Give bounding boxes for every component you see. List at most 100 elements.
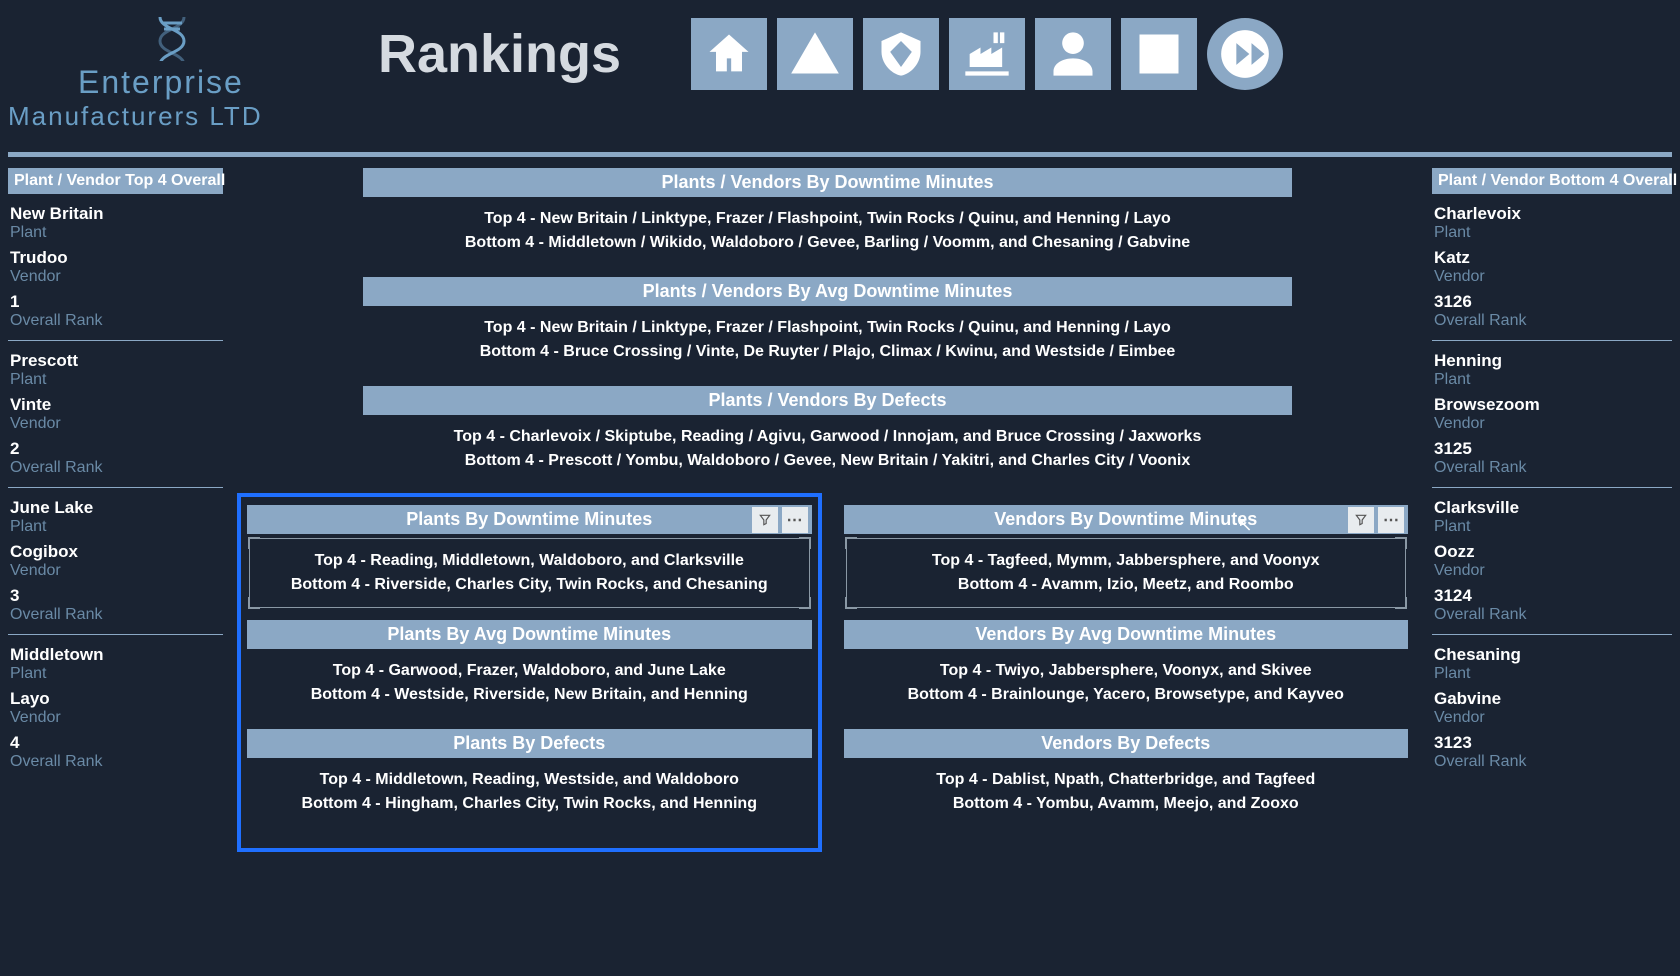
mini-toolbar: ⋯ xyxy=(752,507,808,533)
section-body: Top 4 - New Britain / Linktype, Frazer /… xyxy=(363,197,1292,259)
mini-body: Top 4 - Middletown, Reading, Westside, a… xyxy=(247,758,812,826)
filter-icon[interactable] xyxy=(1348,507,1374,533)
rank-value: 1 xyxy=(10,292,223,312)
plant-name: Middletown xyxy=(10,645,223,665)
brand-line2: Manufacturers LTD xyxy=(8,101,338,132)
plant-label: Plant xyxy=(10,224,223,242)
mini-header: Plants By Avg Downtime Minutes xyxy=(247,620,812,649)
plant-label: Plant xyxy=(10,665,223,683)
more-icon[interactable]: ⋯ xyxy=(782,507,808,533)
mini-header: Vendors By Downtime Minutes⋯ xyxy=(844,505,1409,534)
plant-label: Plant xyxy=(1434,665,1672,683)
vendor-label: Vendor xyxy=(1434,709,1672,727)
plant-name: New Britain xyxy=(10,204,223,224)
plant-label: Plant xyxy=(1434,224,1672,242)
plants-section-1[interactable]: Plants By Avg Downtime MinutesTop 4 - Ga… xyxy=(247,620,812,717)
plant-label: Plant xyxy=(1434,518,1672,536)
vendor-name: Vinte xyxy=(10,395,223,415)
top4-card-3[interactable]: MiddletownPlantLayoVendor4Overall Rank xyxy=(8,635,223,781)
rank-label: Overall Rank xyxy=(1434,606,1672,624)
left-panel: Plant / Vendor Top 4 Overall New Britain… xyxy=(8,168,223,848)
vendors-section-2[interactable]: Vendors By DefectsTop 4 - Dablist, Npath… xyxy=(844,729,1409,826)
plants-box[interactable]: Plants By Downtime Minutes⋯Top 4 - Readi… xyxy=(241,497,818,848)
left-header: Plant / Vendor Top 4 Overall xyxy=(8,168,223,194)
plant-name: Henning xyxy=(1434,351,1672,371)
nav-list[interactable] xyxy=(1121,18,1197,90)
rank-value: 3125 xyxy=(1434,439,1672,459)
plants-section-0[interactable]: Plants By Downtime Minutes⋯Top 4 - Readi… xyxy=(247,505,812,608)
rank-label: Overall Rank xyxy=(10,312,223,330)
logo: Enterprise Manufacturers LTD xyxy=(8,13,338,132)
nav-shield[interactable] xyxy=(863,18,939,90)
mini-body: Top 4 - Tagfeed, Mymm, Jabbersphere, and… xyxy=(846,538,1407,608)
section-body: Top 4 - New Britain / Linktype, Frazer /… xyxy=(363,306,1292,368)
bottom4-card-1[interactable]: HenningPlantBrowsezoomVendor3125Overall … xyxy=(1432,341,1672,488)
rank-value: 3123 xyxy=(1434,733,1672,753)
vendor-label: Vendor xyxy=(10,562,223,580)
nav-home[interactable] xyxy=(691,18,767,90)
mini-header: Plants By Downtime Minutes⋯ xyxy=(247,505,812,534)
rank-value: 4 xyxy=(10,733,223,753)
rank-label: Overall Rank xyxy=(10,459,223,477)
header: Enterprise Manufacturers LTD Rankings xyxy=(8,8,1672,147)
vendor-name: Gabvine xyxy=(1434,689,1672,709)
rank-label: Overall Rank xyxy=(10,753,223,771)
rank-label: Overall Rank xyxy=(1434,753,1672,771)
vendor-label: Vendor xyxy=(10,709,223,727)
section-header: Plants / Vendors By Avg Downtime Minutes xyxy=(363,277,1292,306)
plants-section-2[interactable]: Plants By DefectsTop 4 - Middletown, Rea… xyxy=(247,729,812,826)
filter-icon[interactable] xyxy=(752,507,778,533)
nav-alert[interactable] xyxy=(777,18,853,90)
vendor-label: Vendor xyxy=(1434,268,1672,286)
rank-label: Overall Rank xyxy=(1434,459,1672,477)
top4-card-2[interactable]: June LakePlantCogiboxVendor3Overall Rank xyxy=(8,488,223,635)
center-section-1[interactable]: Plants / Vendors By Avg Downtime Minutes… xyxy=(363,277,1292,368)
vendor-label: Vendor xyxy=(1434,562,1672,580)
rank-value: 3126 xyxy=(1434,292,1672,312)
bottom4-card-3[interactable]: ChesaningPlantGabvineVendor3123Overall R… xyxy=(1432,635,1672,781)
right-header: Plant / Vendor Bottom 4 Overall xyxy=(1432,168,1672,194)
nav-forward[interactable] xyxy=(1207,18,1283,90)
nav-icons xyxy=(691,13,1283,90)
mini-header: Vendors By Defects xyxy=(844,729,1409,758)
section-header: Plants / Vendors By Defects xyxy=(363,386,1292,415)
vendor-label: Vendor xyxy=(1434,415,1672,433)
plant-name: June Lake xyxy=(10,498,223,518)
main-grid: Plant / Vendor Top 4 Overall New Britain… xyxy=(8,162,1672,848)
vendor-name: Katz xyxy=(1434,248,1672,268)
rank-value: 3124 xyxy=(1434,586,1672,606)
divider xyxy=(8,152,1672,157)
top4-card-0[interactable]: New BritainPlantTrudooVendor1Overall Ran… xyxy=(8,194,223,341)
more-icon[interactable]: ⋯ xyxy=(1378,507,1404,533)
plant-label: Plant xyxy=(10,371,223,389)
vendors-section-1[interactable]: Vendors By Avg Downtime MinutesTop 4 - T… xyxy=(844,620,1409,717)
dna-icon xyxy=(8,13,338,64)
vendor-name: Cogibox xyxy=(10,542,223,562)
rank-label: Overall Rank xyxy=(1434,312,1672,330)
mini-header: Vendors By Avg Downtime Minutes xyxy=(844,620,1409,649)
top4-card-1[interactable]: PrescottPlantVinteVendor2Overall Rank xyxy=(8,341,223,488)
rank-value: 2 xyxy=(10,439,223,459)
center-section-2[interactable]: Plants / Vendors By DefectsTop 4 - Charl… xyxy=(363,386,1292,477)
page-title: Rankings xyxy=(378,13,621,85)
vendors-section-0[interactable]: Vendors By Downtime Minutes⋯ Top 4 - Tagf… xyxy=(844,505,1409,608)
mini-toolbar: ⋯ xyxy=(1348,507,1404,533)
brand-line1: Enterprise xyxy=(8,64,338,101)
vendor-name: Trudoo xyxy=(10,248,223,268)
plant-name: Charlevoix xyxy=(1434,204,1672,224)
bottom4-card-0[interactable]: CharlevoixPlant KatzVendor 3126Overall Ran… xyxy=(1432,194,1672,341)
mini-body: Top 4 - Garwood, Frazer, Waldoboro, and … xyxy=(247,649,812,717)
vendors-box[interactable]: Vendors By Downtime Minutes⋯ Top 4 - Tagf… xyxy=(838,497,1415,848)
plant-name: Clarksville xyxy=(1434,498,1672,518)
rank-value: 3 xyxy=(10,586,223,606)
section-body: Top 4 - Charlevoix / Skiptube, Reading /… xyxy=(363,415,1292,477)
vendor-name: Oozz xyxy=(1434,542,1672,562)
nav-person[interactable] xyxy=(1035,18,1111,90)
vendor-label: Vendor xyxy=(10,415,223,433)
nav-factory[interactable] xyxy=(949,18,1025,90)
mini-header: Plants By Defects xyxy=(247,729,812,758)
bottom4-card-2[interactable]: ClarksvillePlant OozzVendor 3124Overall Ra… xyxy=(1432,488,1672,635)
center-panel: Plants / Vendors By Downtime MinutesTop … xyxy=(233,168,1422,848)
plant-label: Plant xyxy=(1434,371,1672,389)
center-section-0[interactable]: Plants / Vendors By Downtime MinutesTop … xyxy=(363,168,1292,259)
